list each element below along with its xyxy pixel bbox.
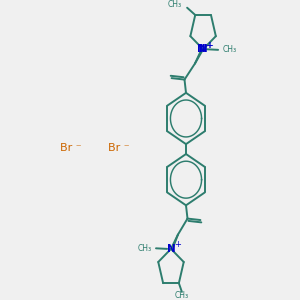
Text: N: N bbox=[199, 44, 208, 54]
Text: +: + bbox=[205, 41, 211, 50]
Text: CH₃: CH₃ bbox=[223, 45, 237, 54]
Text: +: + bbox=[174, 240, 181, 249]
Text: N: N bbox=[167, 244, 176, 254]
Text: CH₃: CH₃ bbox=[168, 0, 182, 9]
Text: CH₃: CH₃ bbox=[137, 244, 152, 253]
Text: +: + bbox=[206, 41, 213, 50]
Text: CH₃: CH₃ bbox=[175, 291, 189, 300]
Text: N: N bbox=[197, 44, 206, 54]
Text: Br ⁻: Br ⁻ bbox=[108, 142, 129, 153]
Text: Br ⁻: Br ⁻ bbox=[60, 142, 81, 153]
